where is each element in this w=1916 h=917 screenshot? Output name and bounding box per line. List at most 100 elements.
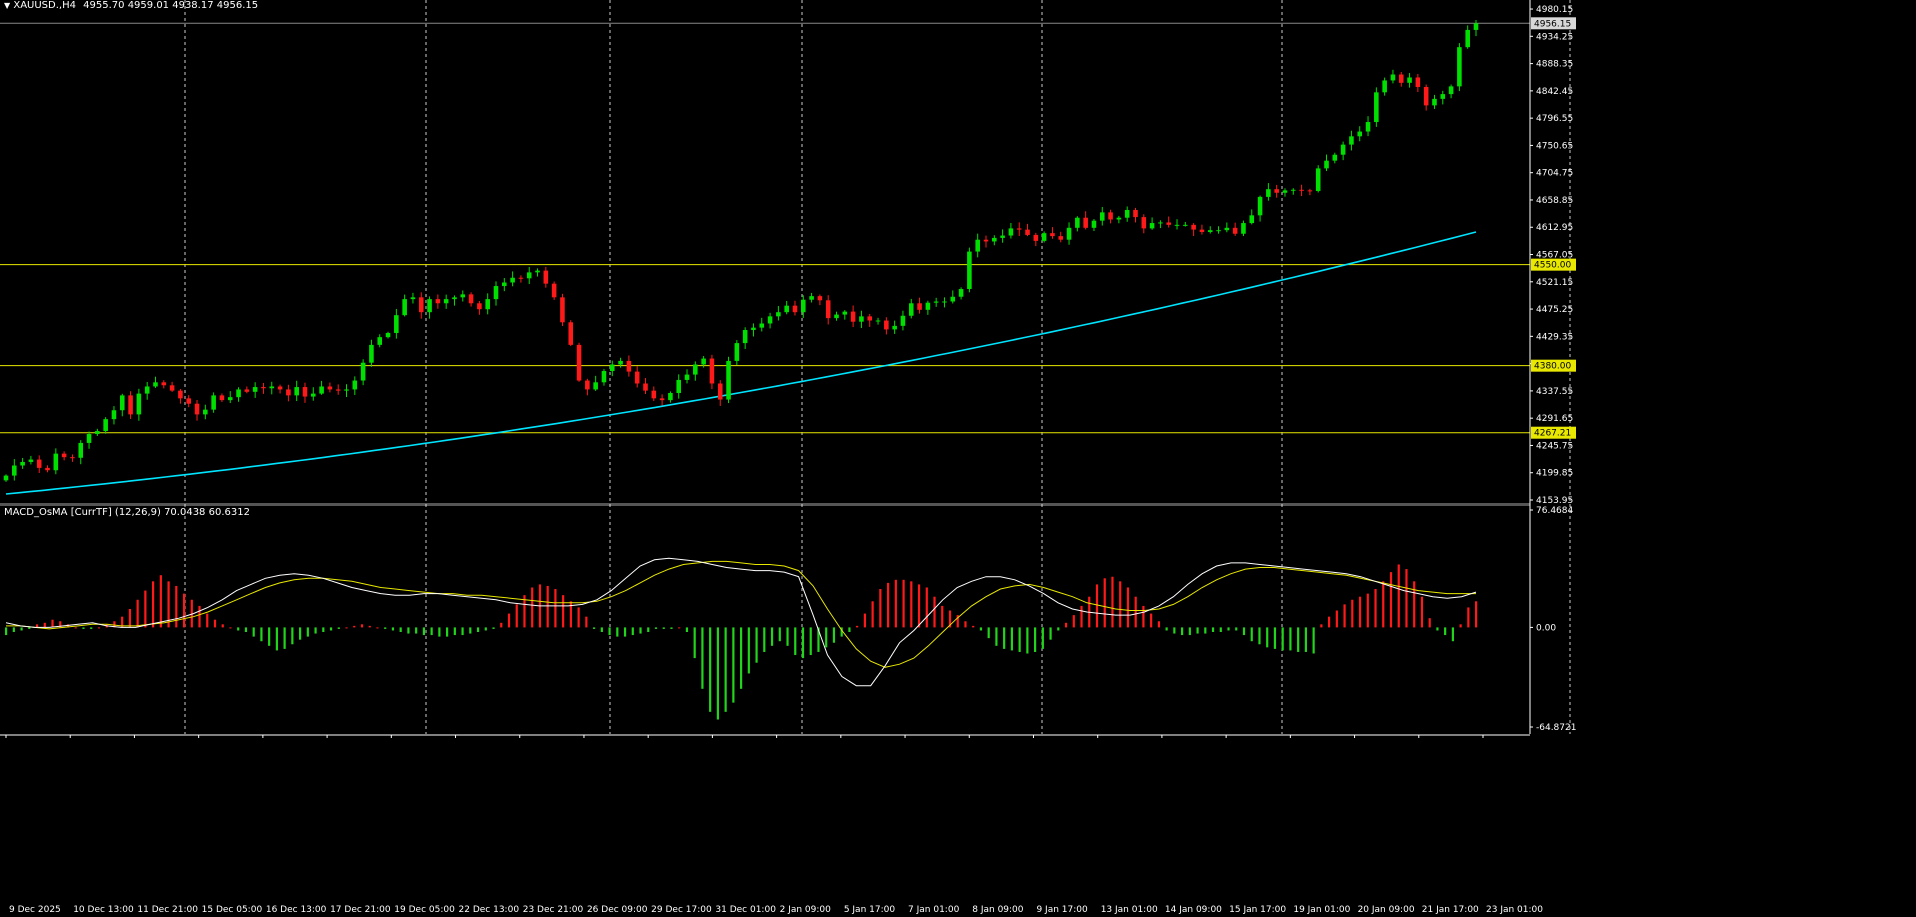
histogram-bar [778,627,781,642]
candle-body [717,383,723,400]
histogram-bar [654,627,658,629]
histogram-bar [299,627,302,640]
price-tick-label: 4750.65 [1536,141,1573,151]
histogram-bar [685,627,689,633]
histogram-bar [1374,589,1377,628]
candle-body [908,303,914,316]
time-tick-label: 15 Jan 17:00 [1229,905,1286,915]
histogram-bar [1266,627,1269,648]
candle-body [1158,222,1163,224]
histogram-bar [1358,596,1362,628]
candle-body [103,419,108,432]
candle-body [385,332,391,338]
histogram-bar [260,627,263,642]
candle-body [792,305,798,313]
candle-body [319,386,324,394]
histogram-bar [1250,627,1253,642]
candle-body [983,239,989,242]
histogram-bar [569,601,572,628]
price-tick-label: 4337.55 [1536,387,1573,397]
candle-body [70,457,75,459]
candle-body [776,312,781,317]
time-tick-label: 14 Jan 09:00 [1165,905,1222,915]
candle-body [86,434,92,443]
histogram-bar [863,613,866,628]
candle-body [352,380,358,390]
symbol-label: XAUUSD.,H4 [13,0,76,11]
candle-body [493,286,499,300]
candles [3,19,1479,482]
histogram-bar [1157,621,1160,628]
histogram-bar [809,627,812,656]
histogram-bar [159,575,162,628]
price-tick-label: 4842.45 [1536,87,1573,97]
histogram-bar [167,581,170,628]
price-tick-label: 4429.35 [1536,332,1573,342]
histogram-bar [724,627,727,712]
histogram-bar [345,627,348,629]
histogram-bar [1389,572,1393,628]
histogram-bar [1405,569,1408,628]
candle-body [884,320,889,330]
chart-title: ▼ XAUUSD.,H4 4955.70 4959.01 4938.17 495… [4,0,258,11]
price-tick-label: 4980.15 [1536,5,1573,15]
candle-body [394,315,399,333]
histogram-bar [1281,627,1284,651]
histogram-bar [322,627,325,633]
time-tick-label: 16 Dec 13:00 [266,905,327,915]
candle-body [427,299,432,313]
histogram-bar [794,627,797,656]
ohlc-values: 4955.70 4959.01 4938.17 4956.15 [83,0,259,11]
candle-body [435,299,441,304]
histogram-bar [35,624,39,628]
histogram-bar [121,616,124,628]
signal-line [6,560,1476,668]
histogram-bar [933,596,936,628]
candle-body [1058,236,1064,240]
candle-body [651,390,657,399]
candle-body [618,360,623,365]
histogram-bar [531,587,534,628]
candle-body [817,296,823,301]
price-tick-label: 4153.95 [1536,496,1573,506]
horizontal-levels[interactable] [0,22,1530,434]
histogram-bar [840,627,843,637]
histogram-bar [732,627,735,703]
histogram-bar [1080,605,1083,628]
candle-body [1050,233,1055,237]
time-tick-label: 20 Jan 09:00 [1358,905,1415,915]
candle-body [867,316,873,321]
histogram-bar [1289,627,1292,651]
histogram-bar [941,605,944,628]
candle-body [203,409,208,415]
histogram-bar [59,621,62,628]
histogram-bar [329,627,333,631]
time-tick-label: 23 Dec 21:00 [523,905,584,915]
histogram-bar [1150,613,1153,628]
histogram-bar [97,627,101,629]
candle-body [111,410,117,420]
histogram-bar [670,627,673,629]
price-tick-label: 4291.65 [1536,414,1573,424]
candle-body [668,393,673,401]
candle-body [443,299,449,304]
candle-body [659,398,665,401]
histogram-bar [979,627,983,631]
candle-body [1141,217,1147,229]
candle-body [161,382,167,386]
histogram-bar [801,627,805,659]
candle-body [311,393,316,397]
candle-body [28,459,34,462]
histogram-bar [987,627,990,639]
histogram-bar [1142,605,1145,628]
candle-body [502,282,507,287]
candle-body [933,301,939,303]
price-tick-label: 4521.15 [1536,278,1573,288]
histogram-bar [1382,581,1385,628]
price-tag [1531,258,1576,271]
histogram-bar [1095,584,1099,628]
chevron-down-icon[interactable]: ▼ [4,1,11,10]
candle-body [1457,47,1462,87]
candle-body [78,442,84,458]
